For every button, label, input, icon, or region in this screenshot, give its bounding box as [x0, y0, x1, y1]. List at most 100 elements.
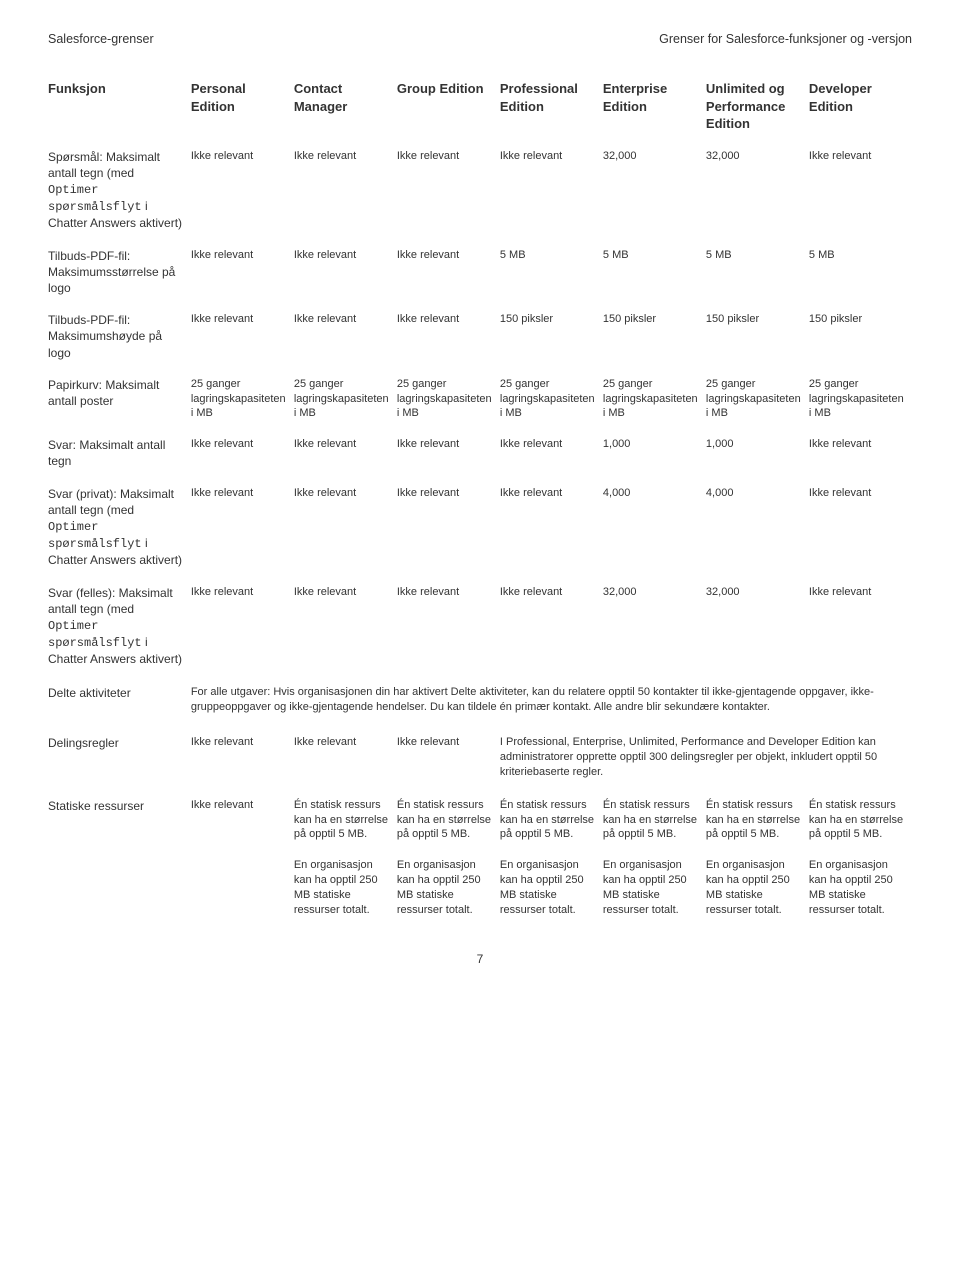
cell: Ikke relevant [191, 431, 294, 479]
cell: Ikke relevant [500, 143, 603, 242]
cell: En organisasjon kan ha opptil 250 MB sta… [809, 852, 912, 927]
cell: Ikke relevant [191, 143, 294, 242]
cell: 25 ganger lagringskapasiteten i MB [191, 371, 294, 432]
cell: 32,000 [706, 143, 809, 242]
cell: 32,000 [603, 579, 706, 678]
col-developer: Developer Edition [809, 74, 912, 143]
table-row: Delingsregler Ikke relevant Ikke relevan… [48, 727, 912, 792]
col-feature: Funksjon [48, 74, 191, 143]
cell: Ikke relevant [191, 727, 294, 792]
cell: 5 MB [603, 242, 706, 307]
cell: 4,000 [603, 480, 706, 579]
cell: 25 ganger lagringskapasiteten i MB [706, 371, 809, 432]
cell: En organisasjon kan ha opptil 250 MB sta… [706, 852, 809, 927]
feature-cell [48, 852, 191, 927]
cell: Ikke relevant [191, 480, 294, 579]
runhead-left: Salesforce-grenser [48, 32, 154, 46]
page-number: 7 [48, 952, 912, 966]
cell-span: For alle utgaver: Hvis organisasjonen di… [191, 677, 912, 727]
cell: Ikke relevant [500, 431, 603, 479]
cell: Én statisk ressurs kan ha en størrelse p… [603, 792, 706, 853]
feature-cell: Svar (felles): Maksimalt antall tegn (me… [48, 579, 191, 678]
cell: Ikke relevant [397, 306, 500, 371]
col-group: Group Edition [397, 74, 500, 143]
running-header: Salesforce-grenser Grenser for Salesforc… [48, 32, 912, 46]
cell: Ikke relevant [294, 143, 397, 242]
table-row: Svar (felles): Maksimalt antall tegn (me… [48, 579, 912, 678]
cell: En organisasjon kan ha opptil 250 MB sta… [294, 852, 397, 927]
cell: 25 ganger lagringskapasiteten i MB [397, 371, 500, 432]
col-professional: Professional Edition [500, 74, 603, 143]
cell: Ikke relevant [294, 431, 397, 479]
cell: Én statisk ressurs kan ha en størrelse p… [809, 792, 912, 853]
cell: 150 piksler [603, 306, 706, 371]
cell: En organisasjon kan ha opptil 250 MB sta… [603, 852, 706, 927]
table-row: Papirkurv: Maksimalt antall poster 25 ga… [48, 371, 912, 432]
table-row: Delte aktiviteter For alle utgaver: Hvis… [48, 677, 912, 727]
feature-cell: Papirkurv: Maksimalt antall poster [48, 371, 191, 432]
cell: En organisasjon kan ha opptil 250 MB sta… [500, 852, 603, 927]
feature-cell: Delingsregler [48, 727, 191, 792]
cell: 5 MB [706, 242, 809, 307]
feature-cell: Spørsmål: Maksimalt antall tegn (med Opt… [48, 143, 191, 242]
limits-table: Funksjon Personal Edition Contact Manage… [48, 74, 912, 928]
col-enterprise: Enterprise Edition [603, 74, 706, 143]
cell: 32,000 [706, 579, 809, 678]
col-unlimited: Unlimited og Performance Edition [706, 74, 809, 143]
cell: Ikke relevant [397, 579, 500, 678]
cell: Ikke relevant [809, 480, 912, 579]
cell [191, 852, 294, 927]
table-row: Statiske ressurser Ikke relevant Én stat… [48, 792, 912, 853]
table-row: Svar: Maksimalt antall tegn Ikke relevan… [48, 431, 912, 479]
table-row: En organisasjon kan ha opptil 250 MB sta… [48, 852, 912, 927]
runhead-right: Grenser for Salesforce-funksjoner og -ve… [659, 32, 912, 46]
table-row: Spørsmål: Maksimalt antall tegn (med Opt… [48, 143, 912, 242]
col-personal: Personal Edition [191, 74, 294, 143]
cell: 32,000 [603, 143, 706, 242]
cell: Ikke relevant [191, 242, 294, 307]
cell: 5 MB [809, 242, 912, 307]
cell: Ikke relevant [397, 242, 500, 307]
table-row: Tilbuds-PDF-fil: Maksimumshøyde på logo … [48, 306, 912, 371]
cell: Ikke relevant [191, 792, 294, 853]
table-row: Svar (privat): Maksimalt antall tegn (me… [48, 480, 912, 579]
cell: 25 ganger lagringskapasiteten i MB [603, 371, 706, 432]
feature-cell: Statiske ressurser [48, 792, 191, 853]
cell: Én statisk ressurs kan ha en størrelse p… [397, 792, 500, 853]
cell: Ikke relevant [500, 480, 603, 579]
cell: Ikke relevant [397, 480, 500, 579]
cell: Ikke relevant [397, 727, 500, 792]
cell: 25 ganger lagringskapasiteten i MB [500, 371, 603, 432]
table-row: Tilbuds-PDF-fil: Maksimumsstørrelse på l… [48, 242, 912, 307]
cell: Ikke relevant [191, 306, 294, 371]
cell: Én statisk ressurs kan ha en størrelse p… [500, 792, 603, 853]
feature-cell: Svar: Maksimalt antall tegn [48, 431, 191, 479]
feature-cell: Tilbuds-PDF-fil: Maksimumsstørrelse på l… [48, 242, 191, 307]
cell: Ikke relevant [294, 727, 397, 792]
cell: 150 piksler [706, 306, 809, 371]
cell: Ikke relevant [397, 431, 500, 479]
cell: 5 MB [500, 242, 603, 307]
cell: Ikke relevant [294, 242, 397, 307]
cell: 4,000 [706, 480, 809, 579]
cell: Ikke relevant [294, 306, 397, 371]
cell: Ikke relevant [809, 431, 912, 479]
cell: En organisasjon kan ha opptil 250 MB sta… [397, 852, 500, 927]
table-header-row: Funksjon Personal Edition Contact Manage… [48, 74, 912, 143]
cell: 1,000 [706, 431, 809, 479]
cell: Ikke relevant [809, 579, 912, 678]
col-contact-manager: Contact Manager [294, 74, 397, 143]
cell-span: I Professional, Enterprise, Unlimited, P… [500, 727, 912, 792]
cell: 1,000 [603, 431, 706, 479]
cell: Én statisk ressurs kan ha en størrelse p… [294, 792, 397, 853]
cell: Én statisk ressurs kan ha en størrelse p… [706, 792, 809, 853]
cell: Ikke relevant [294, 480, 397, 579]
feature-cell: Tilbuds-PDF-fil: Maksimumshøyde på logo [48, 306, 191, 371]
feature-cell: Delte aktiviteter [48, 677, 191, 727]
cell: 25 ganger lagringskapasiteten i MB [809, 371, 912, 432]
cell: 150 piksler [809, 306, 912, 371]
cell: Ikke relevant [397, 143, 500, 242]
cell: Ikke relevant [294, 579, 397, 678]
feature-cell: Svar (privat): Maksimalt antall tegn (me… [48, 480, 191, 579]
cell: 25 ganger lagringskapasiteten i MB [294, 371, 397, 432]
